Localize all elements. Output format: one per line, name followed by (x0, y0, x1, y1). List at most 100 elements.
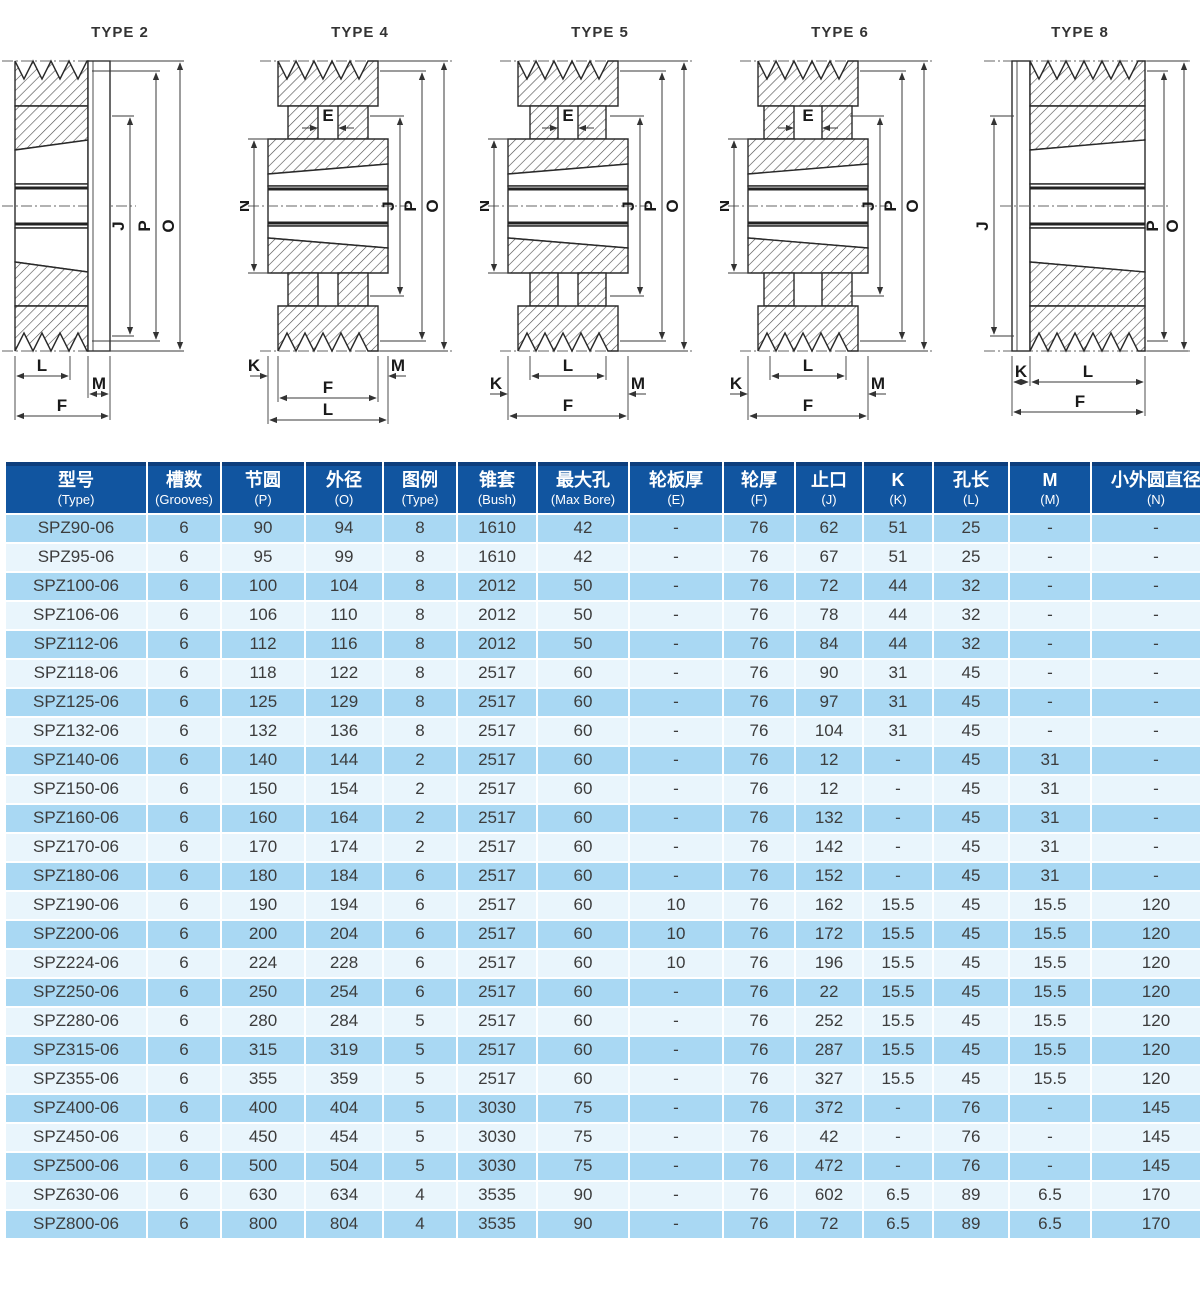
table-cell: 170 (1092, 1181, 1200, 1209)
table-cell: 6 (148, 688, 220, 716)
table-cell: 315 (222, 1036, 304, 1064)
table-cell: 8 (384, 514, 456, 542)
dimension-lines: N J P O K M (240, 60, 448, 424)
table-cell: 31 (1010, 746, 1090, 774)
table-cell: 120 (1092, 1007, 1200, 1035)
table-cell: 8 (384, 630, 456, 658)
dim-label-P: P (881, 200, 900, 211)
table-cell: SPZ140-06 (6, 746, 146, 774)
table-cell: 15.5 (864, 949, 932, 977)
table-row: SPZ280-06 6 280 284 5 2517 60-76 252 15.5 45 15.5 1… (6, 1007, 1200, 1035)
table-cell: 42 (538, 543, 628, 571)
table-cell: - (864, 862, 932, 890)
table-cell: 152 (796, 862, 862, 890)
table-cell: 60 (538, 833, 628, 861)
table-cell: 6.5 (864, 1210, 932, 1238)
table-cell: 45 (934, 920, 1008, 948)
table-cell: 2517 (458, 978, 536, 1006)
table-cell: SPZ400-06 (6, 1094, 146, 1122)
table-cell: - (1092, 862, 1200, 890)
table-row: SPZ140-06 6 140 144 2 2517 60-76 12-45 31- (6, 746, 1200, 774)
table-cell: SPZ90-06 (6, 514, 146, 542)
table-cell: 2517 (458, 1007, 536, 1035)
dim-label-K: K (248, 356, 261, 375)
table-cell: 3535 (458, 1181, 536, 1209)
table-cell: SPZ280-06 (6, 1007, 146, 1035)
table-cell: 75 (538, 1123, 628, 1151)
column-header-o: 外径 (O) (306, 462, 382, 513)
pulley-diagram-type-4: TYPE 4 E N (240, 0, 480, 460)
type-5-drawing: E N J (480, 59, 692, 420)
table-cell: SPZ224-06 (6, 949, 146, 977)
table-cell: 15.5 (1010, 891, 1090, 919)
table-cell: 15.5 (864, 891, 932, 919)
table-cell: 145 (1092, 1123, 1200, 1151)
table-cell: 196 (796, 949, 862, 977)
table-cell: 42 (796, 1123, 862, 1151)
table-cell: 76 (724, 601, 794, 629)
table-cell: 602 (796, 1181, 862, 1209)
table-cell: - (1092, 514, 1200, 542)
table-cell: - (630, 1181, 722, 1209)
table-cell: 72 (796, 572, 862, 600)
table-cell: 76 (724, 833, 794, 861)
table-cell: 120 (1092, 949, 1200, 977)
table-cell: 76 (724, 1181, 794, 1209)
dim-label-N: N (240, 200, 253, 212)
column-header-l: 孔长 (L) (934, 462, 1008, 513)
table-cell: SPZ315-06 (6, 1036, 146, 1064)
table-cell: 6 (148, 833, 220, 861)
table-cell: - (864, 804, 932, 832)
dim-label-L: L (1083, 362, 1093, 381)
table-cell: - (1092, 688, 1200, 716)
table-cell: 180 (222, 862, 304, 890)
table-cell: 100 (222, 572, 304, 600)
table-cell: 31 (1010, 862, 1090, 890)
table-cell: 2012 (458, 601, 536, 629)
table-cell: 50 (538, 572, 628, 600)
table-cell: 6 (384, 862, 456, 890)
table-cell: 32 (934, 630, 1008, 658)
dim-label-J: J (109, 221, 128, 230)
table-cell: 5 (384, 1152, 456, 1180)
table-cell: 60 (538, 862, 628, 890)
table-cell: 60 (538, 775, 628, 803)
table-cell: 129 (306, 688, 382, 716)
diagram-title: TYPE 6 (811, 24, 869, 41)
table-cell: 194 (306, 891, 382, 919)
table-cell: 116 (306, 630, 382, 658)
table-cell: 15.5 (864, 978, 932, 1006)
table-cell: 284 (306, 1007, 382, 1035)
pulley-diagram-type-5: TYPE 5 E N (480, 0, 720, 460)
table-cell: - (1092, 543, 1200, 571)
table-cell: SPZ355-06 (6, 1065, 146, 1093)
table-cell: - (1010, 688, 1090, 716)
table-cell: 104 (306, 572, 382, 600)
table-cell: 2517 (458, 659, 536, 687)
table-cell: 44 (864, 572, 932, 600)
diagram-title: TYPE 5 (571, 24, 629, 41)
table-cell: 112 (222, 630, 304, 658)
table-cell: 120 (1092, 978, 1200, 1006)
type-2-drawing: J P O L M F (2, 59, 184, 420)
table-row: SPZ170-06 6 170 174 2 2517 60-76 142-45 31- (6, 833, 1200, 861)
table-cell: 6 (384, 978, 456, 1006)
table-row: SPZ500-06 6 500 504 5 3030 75-76 472-76-145 (6, 1152, 1200, 1180)
table-cell: 15.5 (864, 1065, 932, 1093)
table-cell: 60 (538, 659, 628, 687)
table-cell: 60 (538, 920, 628, 948)
dim-label-K: K (490, 374, 503, 393)
table-cell: 120 (1092, 1065, 1200, 1093)
table-cell: 132 (796, 804, 862, 832)
table-cell: 76 (934, 1123, 1008, 1151)
diagram-title: TYPE 2 (91, 24, 149, 41)
table-cell: 45 (934, 891, 1008, 919)
table-cell: 472 (796, 1152, 862, 1180)
dim-label-N: N (480, 200, 493, 212)
table-cell: 2012 (458, 630, 536, 658)
table-cell: - (1010, 1123, 1090, 1151)
table-cell: - (630, 1065, 722, 1093)
table-cell: 327 (796, 1065, 862, 1093)
table-cell: 15.5 (1010, 920, 1090, 948)
table-cell: 8 (384, 659, 456, 687)
